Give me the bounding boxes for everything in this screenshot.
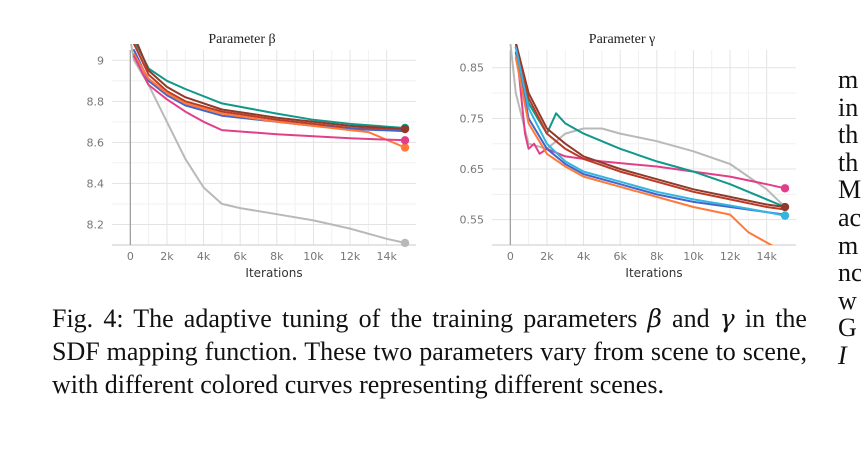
series-line [514,46,786,217]
x-tick-label: 4k [577,250,591,263]
series-end-point [400,124,410,134]
x-tick-label: 8k [650,250,664,263]
caption-text-2: and [661,304,720,333]
x-tick-label: 2k [540,250,554,263]
series-end-point [400,143,410,152]
x-tick-label: 8k [270,250,284,263]
series-end-point [400,238,410,248]
caption-label: Fig. 4: [52,304,124,333]
x-tick-label: 12k [340,250,361,263]
x-tick-label: 14k [377,250,398,263]
side-text-line: w [838,285,857,315]
x-tick-label: 14k [757,250,778,263]
chart-parameter-beta: Parameter β 0 2k 4k 6k 8k 10k 12k 14k 8.2 8.4 8.6 8… [60,30,424,292]
side-text-line: I [838,340,847,370]
side-text-line: nc [838,258,861,288]
series-end-point [780,202,790,212]
side-text-line: ac [838,202,861,232]
adjacent-column-text: m in th th M ac m nc w G I [838,66,861,370]
x-axis-label: Iterations [625,266,682,280]
x-tick-label: 10k [303,250,324,263]
side-text-line: M [838,175,861,205]
series-line [133,53,406,149]
chart-title: Parameter β [208,32,276,47]
series-line [514,56,774,245]
side-text-line: in [838,92,859,122]
side-text-line: m [838,65,859,94]
chart-gamma-svg: 0 2k 4k 6k 8k 10k 12k 14k 0.55 0.65 0.75 0.85 Iterat… [460,44,796,280]
figure-caption: Fig. 4: The adaptive tuning of the train… [52,302,807,401]
y-tick-label: 0.65 [460,163,485,176]
y-tick-label: 8.8 [87,95,105,108]
series-line [515,44,786,208]
series-line [133,44,406,132]
side-text-line: m [838,230,859,260]
y-tick-label: 0.55 [460,214,485,227]
side-text-line: th [838,120,859,150]
x-tick-label: 10k [683,250,704,263]
series-line [515,44,786,208]
series-group [130,44,406,244]
y-tick-label: 8.2 [87,218,105,231]
gamma-symbol: γ [719,304,735,333]
side-text-line: th [838,147,859,177]
series-group [509,44,786,245]
y-tick-label: 8.4 [87,177,105,190]
side-text-line: G [838,313,857,343]
chart-beta-svg: 0 2k 4k 6k 8k 10k 12k 14k 8.2 8.4 8.6 8.8 9 Iteration… [87,44,416,280]
y-tick-label: 8.6 [87,136,105,149]
series-line [514,46,786,211]
x-axis-label: Iterations [245,266,302,280]
x-tick-label: 0 [127,250,134,263]
series-line [133,55,406,142]
y-tick-label: 0.75 [460,112,485,125]
beta-symbol: β [647,304,662,333]
x-tick-label: 0 [507,250,514,263]
series-line [509,44,786,208]
series-end-point [780,184,790,193]
x-tick-label: 2k [160,250,174,263]
x-tick-label: 12k [720,250,741,263]
caption-text-1: The adaptive tuning of the training para… [123,304,648,333]
y-tick-label: 0.85 [460,62,485,75]
x-tick-label: 6k [234,250,248,263]
chart-title: Parameter γ [588,32,656,47]
caption-text-3: in the SDF mapping function. These two p… [52,304,807,399]
x-tick-label: 4k [197,250,211,263]
series-line [514,44,786,190]
x-tick-label: 6k [614,250,628,263]
series-line [135,44,406,129]
series-end-point [400,136,410,145]
series-line [130,44,406,244]
series-end-point [780,211,790,220]
chart-parameter-gamma: Parameter γ 0 2k 4k 6k 8k 10k 12k 14k 0.55 0.65 0.… [440,30,804,292]
y-tick-label: 9 [97,54,104,67]
series-line [136,44,406,130]
